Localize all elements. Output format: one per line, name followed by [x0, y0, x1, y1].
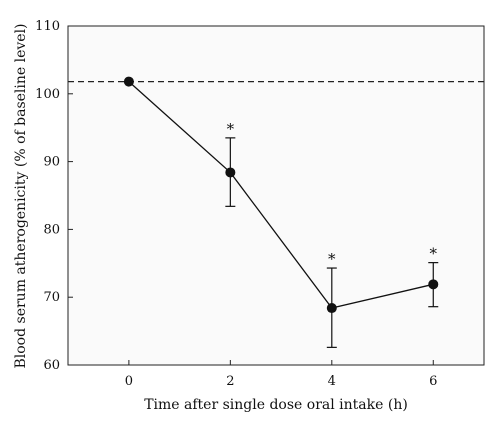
y-tick-label: 100 — [35, 87, 60, 102]
y-axis-title: Blood serum atherogenicity (% of baselin… — [13, 23, 29, 368]
y-tick-label: 90 — [43, 155, 60, 170]
x-tick-label: 0 — [125, 374, 133, 389]
y-tick-label: 80 — [43, 222, 60, 237]
y-tick-label: 110 — [35, 19, 60, 34]
y-tick-label: 60 — [43, 358, 60, 373]
data-point — [225, 167, 236, 178]
significance-marker: * — [328, 250, 336, 268]
x-tick-label: 6 — [429, 374, 437, 389]
x-tick-label: 2 — [226, 374, 234, 389]
data-point — [428, 279, 439, 290]
x-axis-title: Time after single dose oral intake (h) — [144, 397, 408, 413]
series-line — [128, 81, 434, 309]
data-point — [326, 303, 337, 314]
x-tick-label: 4 — [328, 374, 336, 389]
significance-marker: * — [430, 245, 438, 263]
y-tick-label: 70 — [43, 290, 60, 305]
data-point — [123, 76, 134, 87]
significance-marker: * — [227, 120, 235, 138]
plot-frame — [67, 25, 485, 366]
